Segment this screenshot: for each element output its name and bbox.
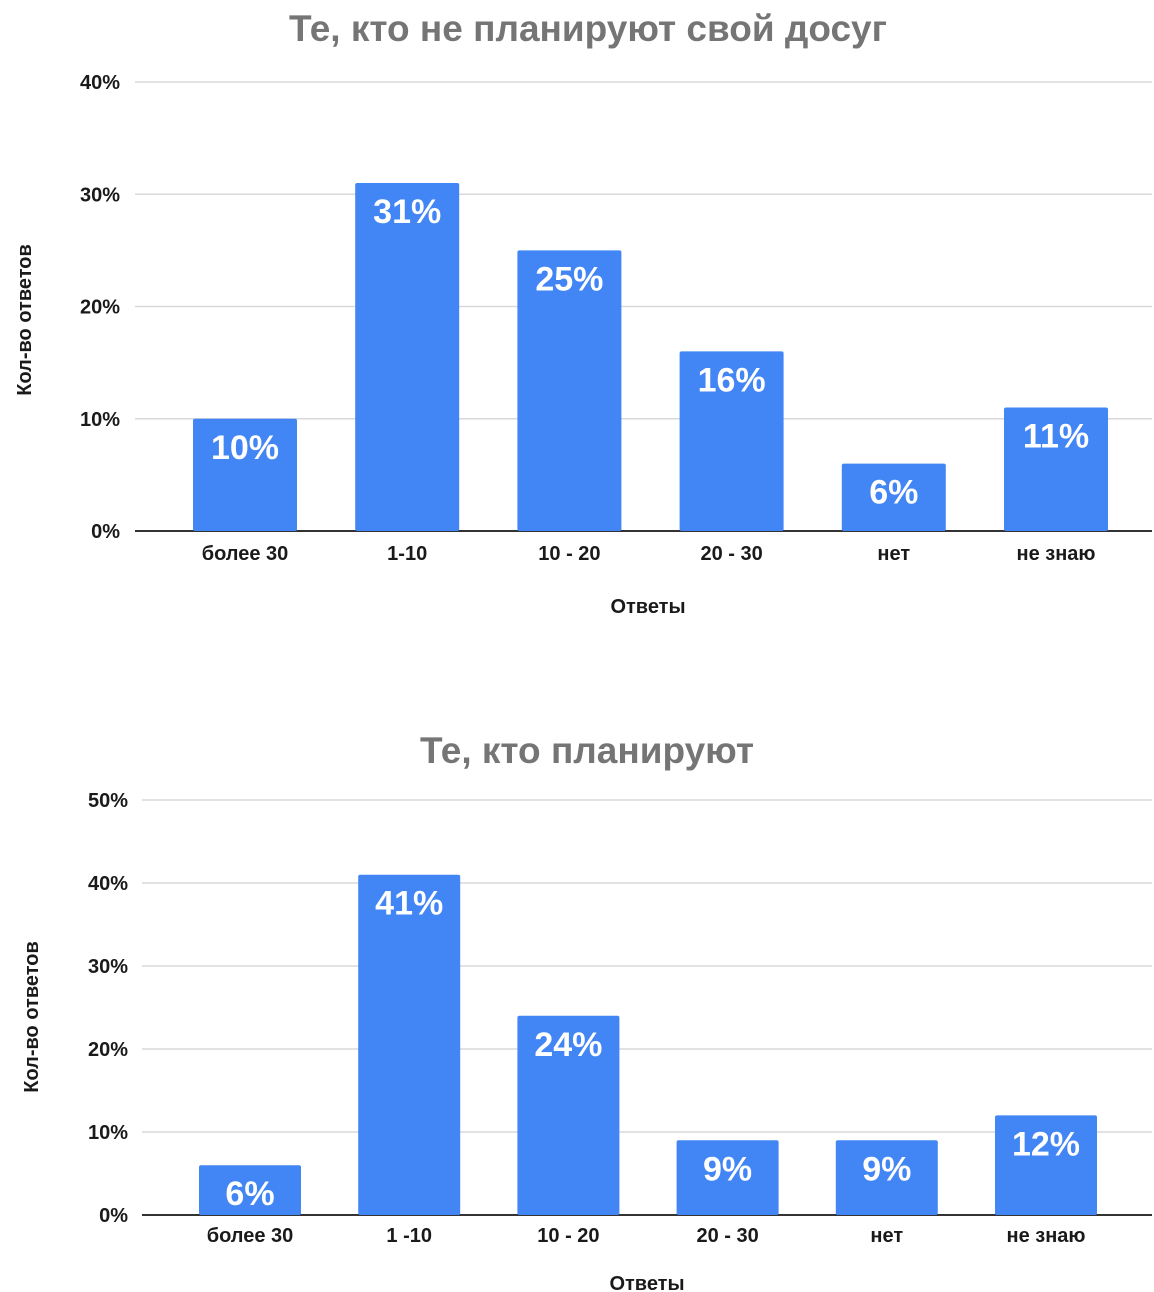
data-labels: 6% 41% 24% 9% 9% 12%: [225, 885, 1080, 1213]
bar: [355, 183, 460, 531]
gridlines: [135, 81, 1152, 532]
category-label: 20 - 30: [696, 1225, 758, 1247]
data-label: 16%: [698, 361, 766, 399]
category-label: нет: [877, 543, 910, 565]
data-label: 10%: [211, 429, 279, 467]
y-tick-labels: 0% 10% 20% 30% 40% 50%: [88, 790, 128, 1227]
y-tick-label: 30%: [80, 184, 120, 206]
category-label: более 30: [207, 1225, 294, 1247]
bar: [1004, 407, 1108, 531]
data-label: 12%: [1012, 1125, 1080, 1163]
bar: [835, 1140, 938, 1215]
y-tick-label: 40%: [88, 873, 128, 895]
y-tick-label: 10%: [80, 409, 120, 431]
category-label: 10 - 20: [537, 1225, 599, 1247]
bars: [199, 874, 1097, 1215]
chart-not-planning-leisure: Те, кто не планируют свой досуг Кол-во о…: [14, 8, 1152, 618]
y-tick-label: 0%: [99, 1205, 128, 1227]
data-label: 24%: [534, 1026, 602, 1064]
x-axis-title: Ответы: [610, 596, 685, 618]
y-tick-label: 30%: [88, 956, 128, 978]
data-label: 6%: [225, 1175, 274, 1213]
chart-title: Те, кто не планируют свой досуг: [289, 8, 887, 49]
category-label: не знаю: [1007, 1225, 1086, 1247]
bar: [517, 1015, 620, 1215]
data-label: 25%: [535, 260, 603, 298]
bar: [358, 874, 461, 1215]
bar: [517, 250, 622, 531]
data-label: 41%: [375, 885, 443, 923]
data-label: 9%: [862, 1150, 911, 1188]
bar: [841, 463, 946, 531]
y-axis-title: Кол-во ответов: [21, 941, 43, 1093]
category-label: 20 - 30: [700, 543, 762, 565]
y-tick-label: 10%: [88, 1122, 128, 1144]
y-tick-label: 0%: [91, 521, 120, 543]
x-axis-title: Ответы: [609, 1273, 684, 1292]
y-axis-title: Кол-во ответов: [14, 244, 36, 396]
category-label: более 30: [202, 543, 289, 565]
chart-planning-leisure: Те, кто планируют Кол-во ответов Ответы …: [21, 730, 1152, 1292]
data-labels: 10% 31% 25% 16% 6% 11%: [211, 193, 1089, 512]
data-label: 6%: [869, 474, 918, 512]
chart-title: Те, кто планируют: [420, 730, 754, 771]
data-label: 31%: [373, 193, 441, 231]
category-label: 1-10: [387, 543, 427, 565]
bar: [679, 351, 784, 531]
y-tick-label: 20%: [88, 1039, 128, 1061]
gridlines: [142, 799, 1152, 1216]
y-tick-label: 20%: [80, 297, 120, 319]
category-labels: более 30 1 -10 10 - 20 20 - 30 нет не знаю: [207, 1225, 1086, 1247]
bar: [193, 418, 297, 531]
bars: [193, 183, 1108, 531]
bar: [676, 1140, 779, 1215]
y-tick-label: 40%: [80, 72, 120, 94]
y-tick-labels: 0% 10% 20% 30% 40%: [80, 72, 120, 543]
category-labels: более 30 1-10 10 - 20 20 - 30 нет не знаю: [202, 543, 1096, 565]
category-label: нет: [870, 1225, 903, 1247]
bar: [995, 1115, 1097, 1215]
category-label: 1 -10: [386, 1225, 432, 1247]
bar: [199, 1165, 301, 1215]
category-label: 10 - 20: [538, 543, 600, 565]
category-label: не знаю: [1017, 543, 1096, 565]
data-label: 11%: [1023, 418, 1089, 456]
data-label: 9%: [703, 1150, 752, 1188]
y-tick-label: 50%: [88, 790, 128, 812]
